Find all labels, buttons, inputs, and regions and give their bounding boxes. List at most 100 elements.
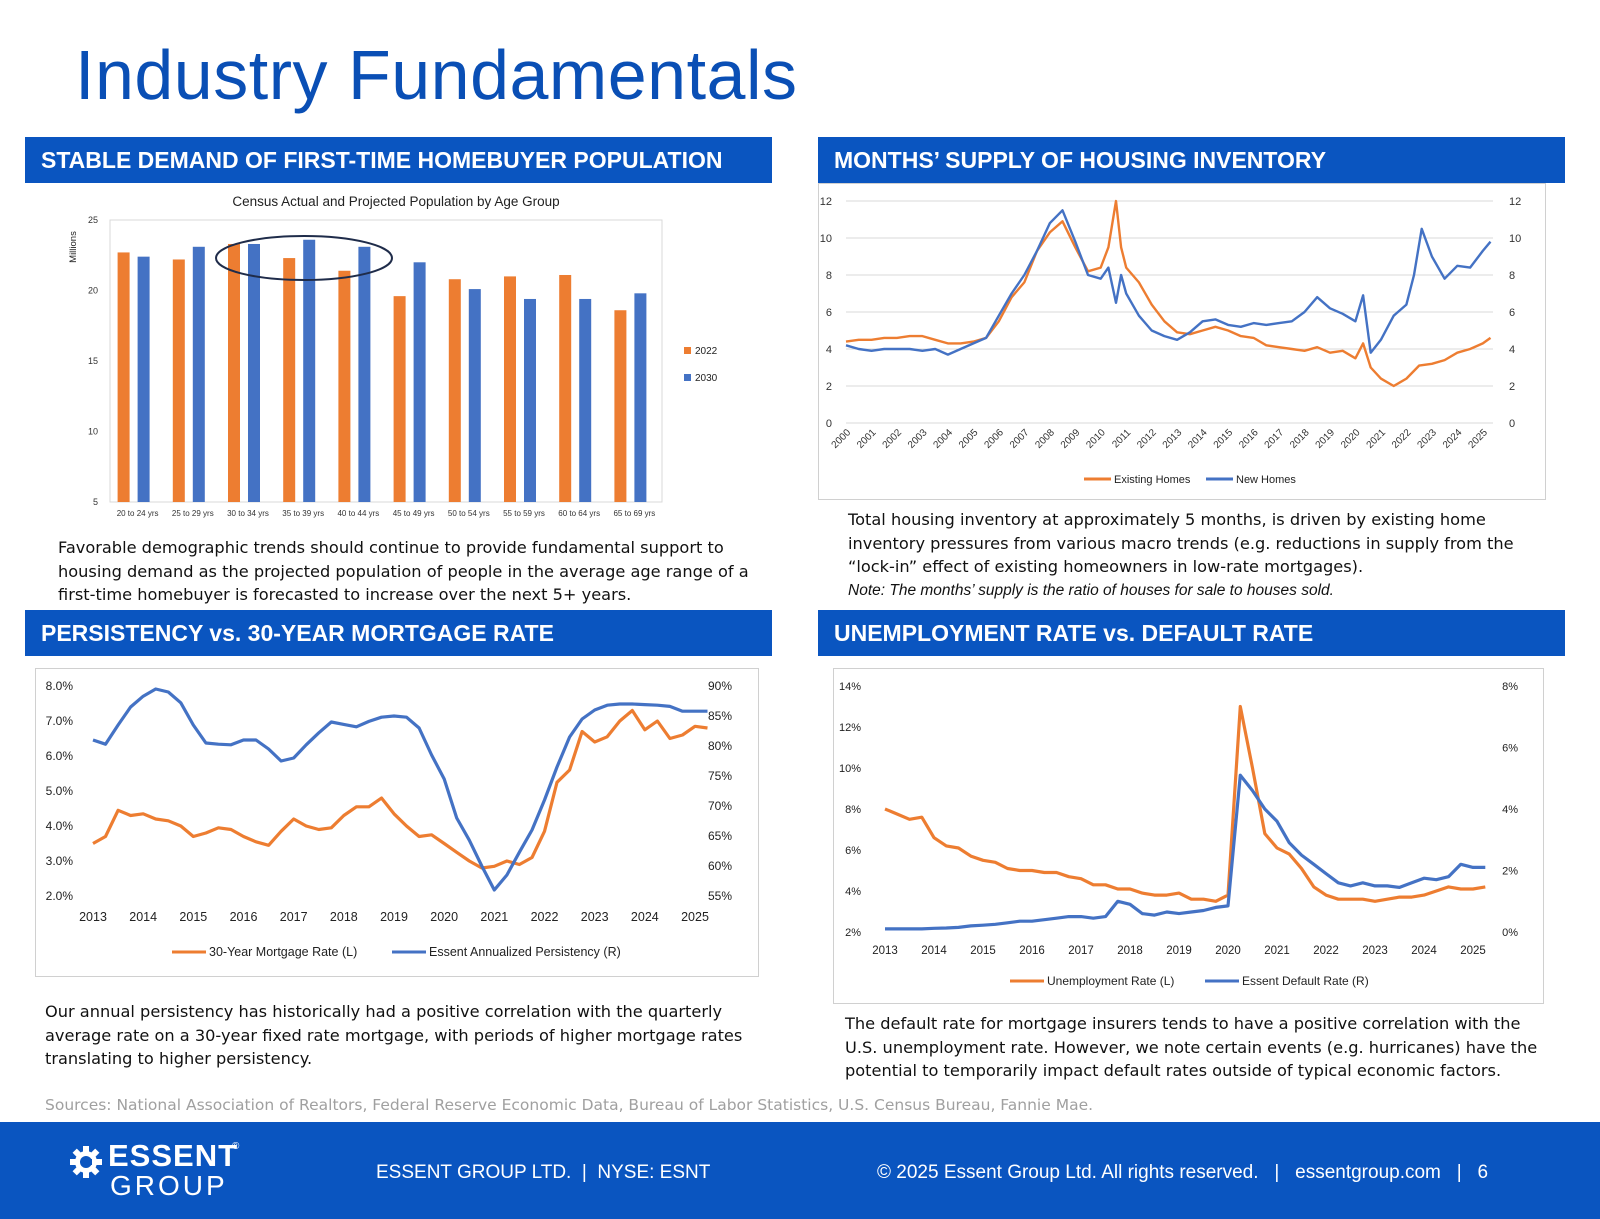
x-tick-label: 2014 bbox=[129, 910, 157, 924]
unemployment-chart-frame bbox=[833, 668, 1544, 1004]
y-tick-left: 12 bbox=[820, 196, 832, 208]
legend-swatch-2030 bbox=[684, 374, 691, 381]
x-tick-label: 2009 bbox=[1059, 427, 1083, 451]
sources-note: Sources: National Association of Realtor… bbox=[45, 1096, 1094, 1114]
x-tick-label: 2003 bbox=[906, 427, 930, 451]
x-tick-label: 60 to 64 yrs bbox=[558, 509, 600, 518]
y-tick-right: 65% bbox=[708, 829, 732, 843]
x-tick-label: 2021 bbox=[1365, 427, 1389, 451]
y-tick-right: 60% bbox=[708, 859, 732, 873]
x-tick-label: 2017 bbox=[280, 910, 308, 924]
x-tick-label: 2012 bbox=[1135, 427, 1159, 451]
legend-label-persistency: Essent Annualized Persistency (R) bbox=[429, 945, 621, 959]
y-tick-right: 55% bbox=[708, 889, 732, 903]
x-tick-label: 2020 bbox=[1215, 945, 1241, 957]
x-tick-label: 25 to 29 yrs bbox=[172, 509, 214, 518]
bar-2030-7 bbox=[524, 298, 536, 502]
x-tick-label: 2023 bbox=[1362, 945, 1388, 957]
bar-2022-4 bbox=[338, 270, 351, 502]
y-tick-right: 4% bbox=[1502, 804, 1518, 816]
y-tick-right: 8% bbox=[1502, 681, 1518, 693]
footer-company: ESSENT GROUP LTD. | NYSE: ESNT bbox=[376, 1162, 711, 1183]
y-axis-label: Millions bbox=[68, 231, 79, 263]
bar-2030-1 bbox=[192, 246, 205, 502]
y-tick-right: 2% bbox=[1502, 866, 1518, 878]
legend-label-mortgage: 30-Year Mortgage Rate (L) bbox=[209, 945, 357, 959]
x-tick-label: 2019 bbox=[1166, 945, 1192, 957]
legend-label-existing: Existing Homes bbox=[1114, 474, 1191, 486]
y-tick-left: 7.0% bbox=[46, 714, 74, 728]
x-tick-label: 2013 bbox=[1161, 427, 1185, 451]
section-banner-supply: MONTHS’ SUPPLY OF HOUSING INVENTORY bbox=[818, 137, 1565, 183]
unemployment-default-line-chart: 2% 4% 6% 8% 10% 12% 14% 0% 2% 4% 6% 8% 2013 2014 2015 2… bbox=[839, 681, 1518, 988]
y-tick-right: 6 bbox=[1509, 307, 1515, 319]
y-tick-right: 12 bbox=[1509, 196, 1521, 208]
series-line-existing-homes bbox=[845, 199, 1492, 388]
x-tick-label: 2016 bbox=[1237, 427, 1261, 451]
x-tick-label: 2022 bbox=[1390, 427, 1414, 451]
x-tick-label: 2023 bbox=[581, 910, 609, 924]
y-tick-left: 4% bbox=[845, 886, 861, 898]
bar-2022-8 bbox=[559, 274, 572, 502]
footer-bar: ESSENT ® GROUP ESSENT GROUP LTD. | NYSE:… bbox=[0, 1122, 1600, 1219]
x-tick-label: 30 to 34 yrs bbox=[227, 509, 269, 518]
bar-2022-0 bbox=[117, 252, 130, 502]
bar-2022-3 bbox=[283, 258, 296, 502]
y-tick-left: 4.0% bbox=[46, 819, 74, 833]
legend-label-2022: 2022 bbox=[695, 346, 718, 357]
y-tick-left: 8% bbox=[845, 804, 861, 816]
bar-2030-5 bbox=[413, 262, 426, 502]
y-tick-left: 4 bbox=[826, 344, 832, 356]
bar-2030-8 bbox=[579, 298, 592, 502]
x-tick-label: 2018 bbox=[1288, 427, 1312, 451]
y-tick-right: 80% bbox=[708, 739, 732, 753]
bar-2030-9 bbox=[634, 293, 647, 502]
x-tick-label: 2020 bbox=[1339, 427, 1363, 451]
y-tick-left: 2.0% bbox=[46, 889, 74, 903]
bar-2022-6 bbox=[448, 279, 461, 502]
series-line-mortgage-rate bbox=[92, 708, 708, 870]
y-tick-label: 15 bbox=[88, 356, 98, 366]
y-tick-left: 6% bbox=[845, 845, 861, 857]
bar-2030-3 bbox=[303, 239, 316, 503]
x-tick-label: 2015 bbox=[970, 945, 996, 957]
bar-2022-2 bbox=[228, 243, 240, 502]
x-tick-label: 2015 bbox=[179, 910, 207, 924]
legend-label-unemployment: Unemployment Rate (L) bbox=[1047, 974, 1174, 988]
x-tick-label: 20 to 24 yrs bbox=[117, 509, 159, 518]
x-tick-label: 2018 bbox=[1117, 945, 1143, 957]
x-tick-label: 2001 bbox=[855, 427, 879, 451]
y-tick-left: 12% bbox=[839, 722, 861, 734]
x-tick-label: 2023 bbox=[1415, 427, 1439, 451]
logo-essent-text: ESSENT bbox=[108, 1138, 239, 1173]
x-tick-label: 2022 bbox=[531, 910, 559, 924]
legend-swatch-2022 bbox=[684, 347, 691, 354]
section-banner-persistency: PERSISTENCY vs. 30-YEAR MORTGAGE RATE bbox=[25, 610, 772, 656]
persistency-line-chart: 2.0% 3.0% 4.0% 5.0% 6.0% 7.0% 8.0% 55% 60% 65% 70%… bbox=[46, 679, 733, 959]
y-tick-label: 5 bbox=[93, 497, 98, 507]
y-tick-right: 0% bbox=[1502, 927, 1518, 939]
y-tick-left: 3.0% bbox=[46, 854, 74, 868]
x-tick-label: 2021 bbox=[1264, 945, 1290, 957]
x-tick-label: 2016 bbox=[230, 910, 258, 924]
x-tick-label: 2016 bbox=[1019, 945, 1045, 957]
y-tick-label: 20 bbox=[88, 286, 98, 296]
y-tick-right: 85% bbox=[708, 709, 732, 723]
supply-description-block: Total housing inventory at approximately… bbox=[848, 508, 1548, 602]
chart-title: Census Actual and Projected Population b… bbox=[232, 194, 559, 209]
footer-copyright: © 2025 Essent Group Ltd. All rights rese… bbox=[877, 1162, 1489, 1183]
legend: 30-Year Mortgage Rate (L) Essent Annuali… bbox=[172, 945, 621, 959]
bar-2022-7 bbox=[504, 276, 516, 502]
x-tick-label: 2005 bbox=[957, 427, 981, 451]
x-tick-label: 2010 bbox=[1084, 427, 1108, 451]
x-tick-label: 2025 bbox=[1460, 945, 1486, 957]
x-tick-label: 40 to 44 yrs bbox=[337, 509, 379, 518]
x-tick-label: 2006 bbox=[982, 427, 1006, 451]
x-tick-label: 2018 bbox=[330, 910, 358, 924]
x-tick-label: 2020 bbox=[430, 910, 458, 924]
bar-2022-9 bbox=[614, 310, 627, 502]
x-tick-label: 2000 bbox=[830, 427, 854, 451]
x-tick-label: 2004 bbox=[931, 427, 955, 451]
x-tick-label: 2019 bbox=[1314, 427, 1338, 451]
population-bar-chart: Census Actual and Projected Population b… bbox=[68, 194, 718, 518]
